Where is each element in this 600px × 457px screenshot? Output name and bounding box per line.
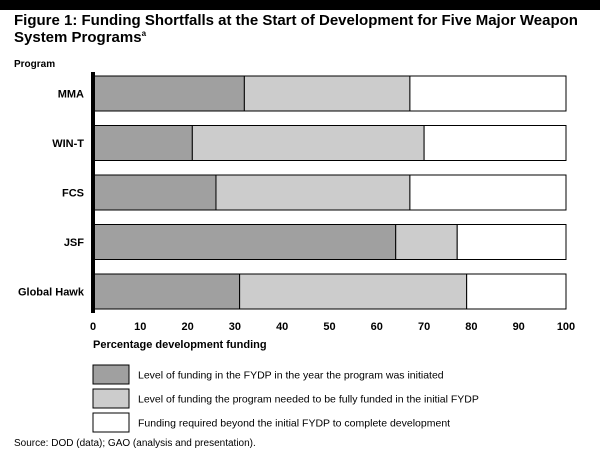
- x-tick-label: 70: [418, 321, 430, 333]
- chart-title-line1: Figure 1: Funding Shortfalls at the Star…: [14, 12, 578, 29]
- bar-mma-segment-2: [243, 75, 411, 112]
- bar-mma-segment-1: [92, 75, 245, 112]
- top-rule: [0, 0, 600, 10]
- bar-mma-segment-3: [409, 75, 567, 112]
- x-tick-label: 20: [181, 321, 193, 333]
- x-tick-label: 60: [371, 321, 383, 333]
- category-label: WIN-T: [52, 138, 84, 150]
- legend-label-1: Level of funding in the FYDP in the year…: [138, 370, 444, 382]
- y-axis-title: Program: [14, 59, 55, 70]
- bar-fcs-segment-3: [409, 174, 567, 211]
- legend-swatch-2: [92, 388, 130, 409]
- x-axis-title: Percentage development funding: [93, 339, 267, 351]
- bar-fcs-segment-1: [92, 174, 217, 211]
- category-label: Global Hawk: [18, 287, 85, 299]
- bar-win-t-segment-1: [92, 125, 193, 161]
- chart-title: Figure 1: Funding Shortfalls at the Star…: [14, 12, 586, 46]
- category-label: JSF: [64, 237, 84, 249]
- source-note: Source: DOD (data); GAO (analysis and pr…: [14, 438, 256, 449]
- bar-jsf-segment-2: [395, 224, 458, 260]
- x-tick-label: 90: [513, 321, 525, 333]
- bar-win-t-segment-3: [423, 125, 567, 161]
- x-tick-label: 10: [134, 321, 146, 333]
- legend-swatch-3: [92, 412, 130, 433]
- legend-label-2: Level of funding the program needed to b…: [138, 394, 479, 406]
- footnote-marker: a: [141, 29, 147, 38]
- bar-win-t-segment-2: [191, 125, 425, 161]
- category-label: MMA: [58, 89, 84, 101]
- x-tick-label: 80: [465, 321, 477, 333]
- x-tick-label: 30: [229, 321, 241, 333]
- legend-swatch-1: [92, 364, 130, 385]
- x-tick-label: 100: [557, 321, 575, 333]
- category-label: FCS: [62, 188, 84, 200]
- x-tick-label: 40: [276, 321, 288, 333]
- bar-global-hawk-segment-3: [466, 273, 567, 310]
- bar-jsf-segment-1: [92, 224, 397, 260]
- bar-fcs-segment-2: [215, 174, 411, 211]
- bar-global-hawk-segment-1: [92, 273, 241, 310]
- chart-title-line2: System Programs: [14, 29, 142, 46]
- x-tick-label: 50: [323, 321, 335, 333]
- bar-global-hawk-segment-2: [239, 273, 468, 310]
- legend-label-3: Funding required beyond the initial FYDP…: [138, 418, 450, 430]
- bar-jsf-segment-3: [456, 224, 567, 260]
- x-tick-label: 0: [90, 321, 96, 333]
